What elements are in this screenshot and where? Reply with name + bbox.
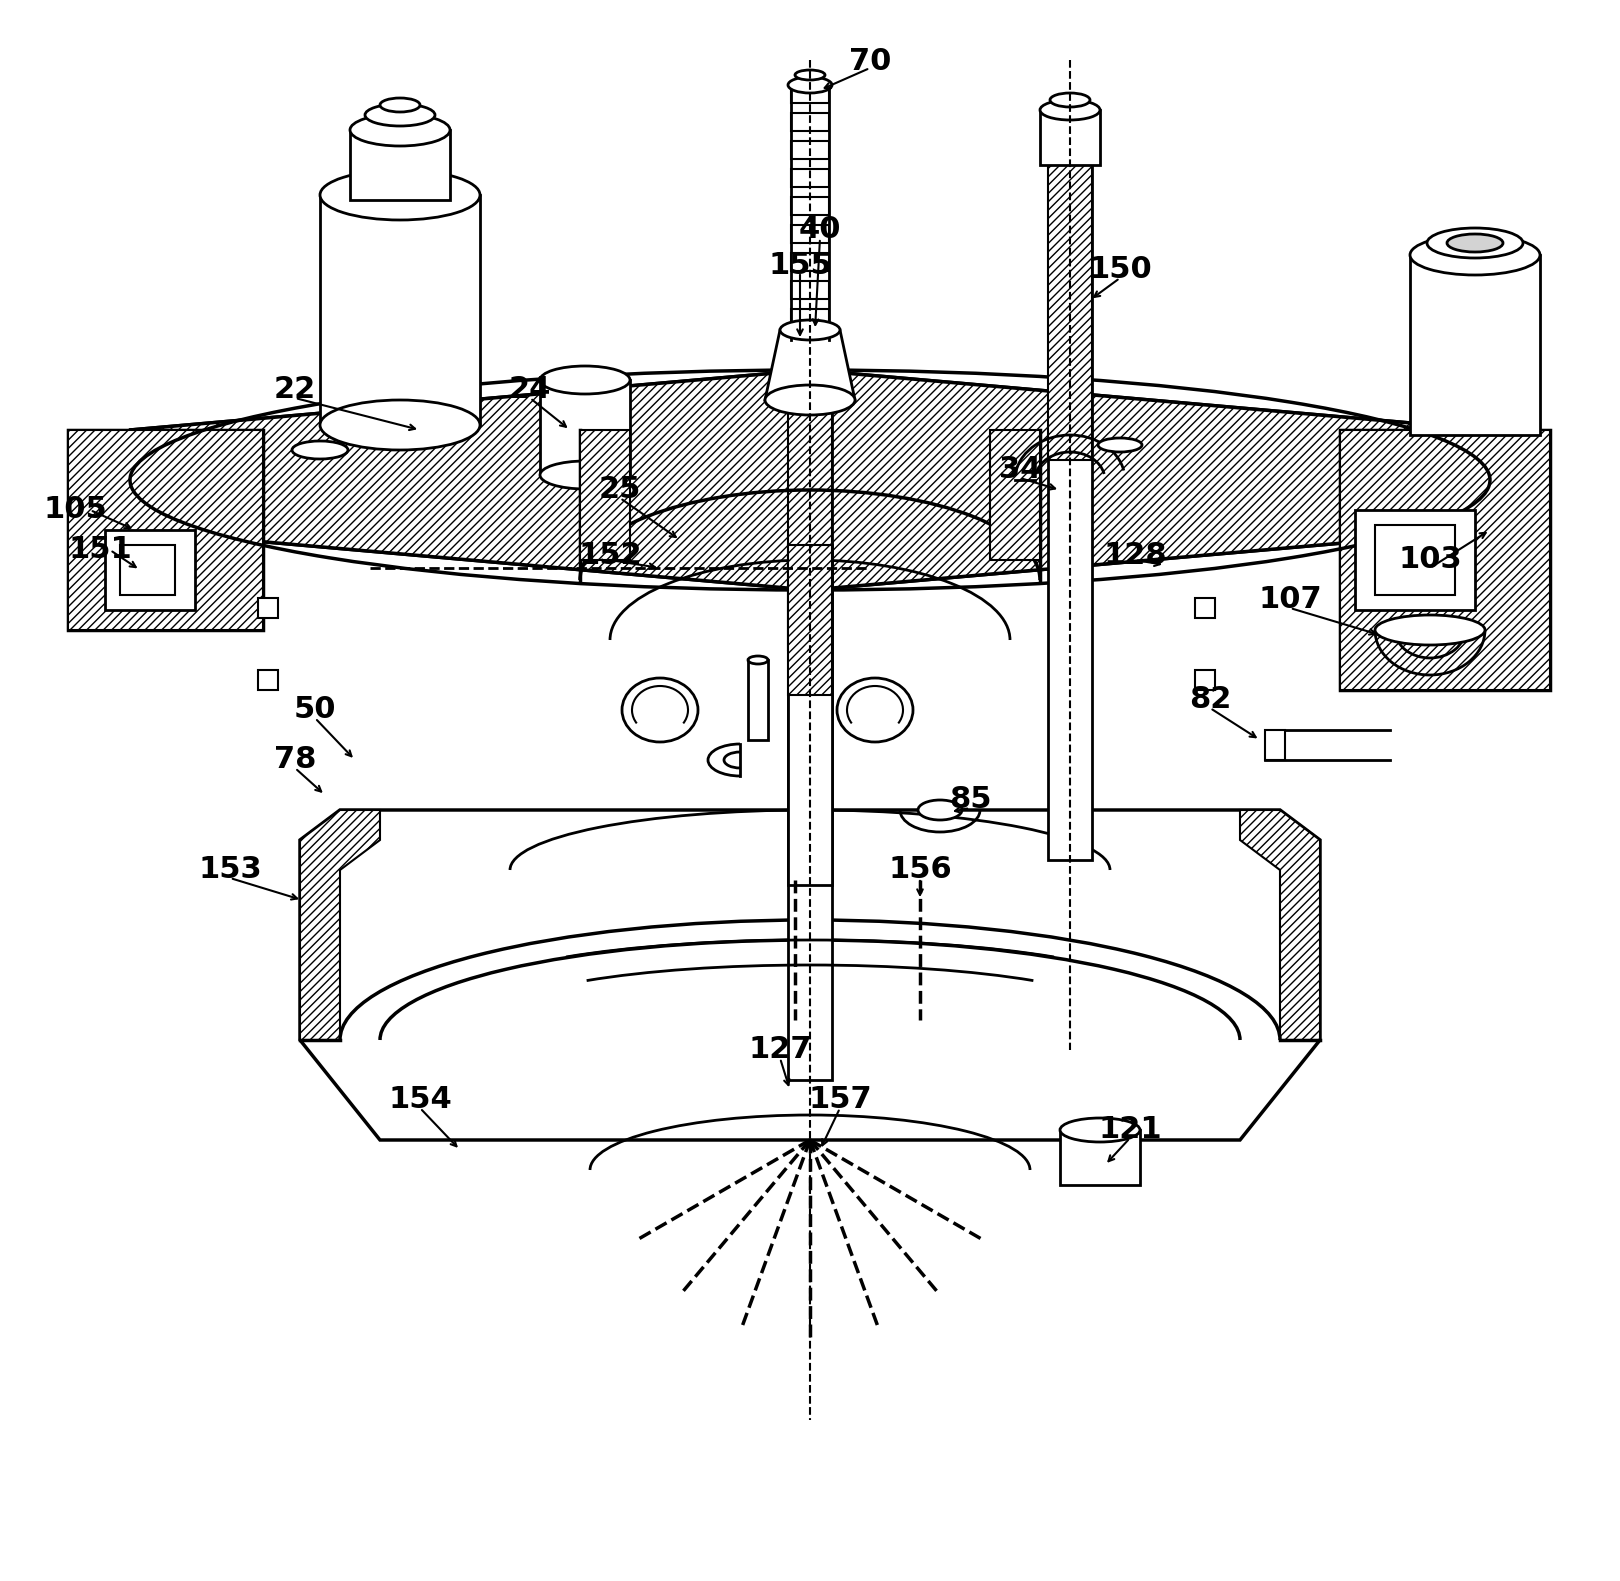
Text: 70: 70	[849, 47, 891, 76]
Bar	[791, 225, 829, 243]
Ellipse shape	[539, 462, 630, 489]
Bar	[321, 194, 480, 425]
Bar	[68, 430, 262, 629]
Text: 34: 34	[1000, 455, 1042, 484]
Bar	[748, 659, 768, 740]
Text: 150: 150	[1089, 256, 1152, 285]
Bar	[787, 400, 833, 650]
Bar	[791, 281, 829, 299]
Bar	[1354, 511, 1474, 610]
Polygon shape	[990, 430, 1040, 560]
Text: 154: 154	[389, 1086, 452, 1115]
Bar	[68, 430, 262, 629]
Text: 107: 107	[1259, 585, 1322, 615]
Ellipse shape	[1098, 438, 1142, 452]
Polygon shape	[79, 370, 1541, 590]
Text: 105: 105	[44, 495, 107, 525]
Text: 50: 50	[293, 696, 337, 724]
Ellipse shape	[292, 441, 348, 458]
Bar	[791, 112, 829, 131]
Polygon shape	[300, 809, 1320, 1140]
Bar	[791, 141, 829, 160]
Bar	[787, 545, 833, 696]
Bar	[1059, 1130, 1140, 1186]
Ellipse shape	[539, 365, 630, 394]
Ellipse shape	[622, 678, 698, 741]
Bar	[1409, 255, 1541, 435]
Ellipse shape	[1040, 100, 1100, 120]
Bar	[791, 308, 829, 327]
Text: 127: 127	[748, 1036, 812, 1064]
Bar	[1040, 111, 1100, 164]
Text: 103: 103	[1398, 545, 1461, 574]
Bar	[350, 130, 450, 201]
Text: 40: 40	[799, 215, 841, 245]
Bar	[1265, 730, 1285, 760]
Text: 82: 82	[1189, 686, 1231, 715]
Bar	[258, 670, 279, 689]
Ellipse shape	[765, 386, 855, 414]
Ellipse shape	[795, 70, 825, 81]
Ellipse shape	[1059, 1118, 1140, 1141]
Polygon shape	[79, 370, 1541, 590]
Text: 156: 156	[888, 855, 953, 884]
Bar	[539, 379, 630, 474]
Bar	[258, 598, 279, 618]
Ellipse shape	[1375, 615, 1486, 645]
Text: 155: 155	[768, 250, 833, 280]
Bar	[787, 400, 833, 1080]
Bar	[1196, 670, 1215, 689]
Ellipse shape	[1447, 234, 1503, 251]
Bar	[791, 85, 829, 103]
Bar	[1375, 525, 1455, 594]
Ellipse shape	[838, 678, 914, 741]
Bar	[1196, 598, 1215, 618]
Ellipse shape	[919, 800, 962, 821]
Text: 22: 22	[274, 376, 316, 405]
Text: 128: 128	[1103, 541, 1166, 569]
Text: 152: 152	[578, 541, 642, 569]
Ellipse shape	[1050, 93, 1090, 108]
Ellipse shape	[1427, 228, 1523, 258]
Bar	[105, 530, 194, 610]
Text: 24: 24	[509, 376, 551, 405]
Polygon shape	[300, 809, 381, 1040]
Ellipse shape	[350, 114, 450, 145]
Bar	[791, 253, 829, 270]
Ellipse shape	[381, 98, 420, 112]
Ellipse shape	[364, 104, 436, 126]
Bar	[791, 198, 829, 215]
Text: 153: 153	[198, 855, 262, 884]
Text: 78: 78	[274, 746, 316, 775]
Text: 85: 85	[949, 786, 991, 814]
Bar	[1340, 430, 1550, 689]
Bar	[787, 545, 833, 885]
Ellipse shape	[1409, 236, 1541, 275]
Text: 121: 121	[1098, 1116, 1162, 1145]
Bar	[1048, 160, 1092, 860]
Ellipse shape	[321, 400, 480, 451]
Text: 151: 151	[68, 536, 131, 564]
Text: 157: 157	[808, 1086, 872, 1115]
Polygon shape	[765, 330, 855, 400]
Polygon shape	[1239, 809, 1320, 1040]
Polygon shape	[580, 430, 630, 560]
Bar	[791, 169, 829, 187]
Bar	[1048, 160, 1092, 460]
Text: 25: 25	[599, 476, 642, 504]
Bar	[120, 545, 175, 594]
Ellipse shape	[787, 77, 833, 93]
Ellipse shape	[748, 656, 768, 664]
Ellipse shape	[321, 171, 480, 220]
Bar	[1340, 430, 1550, 689]
Ellipse shape	[779, 319, 841, 340]
